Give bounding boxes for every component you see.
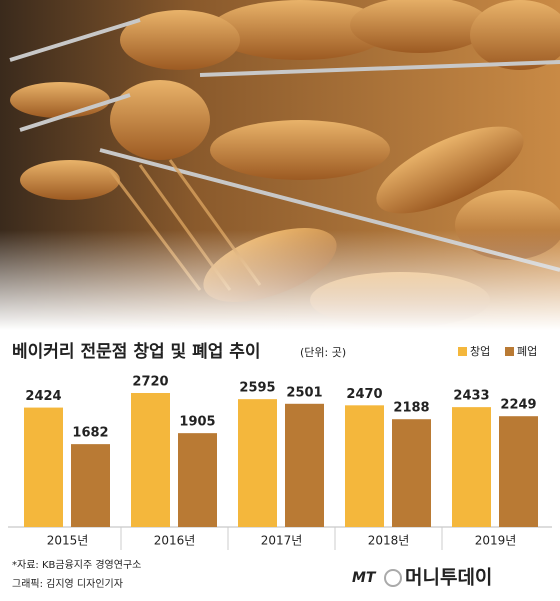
value-label: 1682 [72,426,108,441]
group-separators [120,527,443,550]
value-label: 2595 [239,381,275,396]
value-label: 2249 [500,398,536,413]
value-label: 2424 [25,389,61,404]
logo-name: 머니투데이 [405,567,492,589]
chart-title: 베이커리 전문점 창업 및 폐업 추이 [12,342,261,362]
bar [452,407,491,527]
legend-label: 폐업 [517,345,537,358]
logo-icon [384,569,402,587]
x-tick-label: 2015년 [47,534,89,548]
photo [0,0,560,330]
bar [178,433,217,527]
value-label: 1905 [179,415,215,430]
bar [24,407,63,527]
x-tick-label: 2019년 [475,534,517,548]
legend-swatch [458,347,467,356]
x-tick-label: 2016년 [154,534,196,548]
logo: MT 머니투데이 [352,567,492,589]
legend-swatch [505,347,514,356]
chart-subtitle: (단위: 곳) [300,346,346,359]
bar [131,393,170,527]
value-label: 2720 [132,375,168,390]
bar [285,403,324,527]
value-label: 2433 [453,389,489,404]
x-tick-label: 2018년 [368,534,410,548]
bar [392,419,431,527]
logo-mark: MT [352,570,377,586]
source-note: *자료: KB금융지주 경영연구소 [12,558,141,571]
value-label: 2188 [393,401,429,416]
bar [71,444,110,527]
value-label: 2501 [286,385,322,400]
bar [345,405,384,527]
bar [238,399,277,527]
credit-note: 그래픽: 김지영 디자인기자 [12,578,123,590]
legend-label: 창업 [470,345,490,358]
bar [499,416,538,527]
x-tick-label: 2017년 [261,534,303,548]
value-label: 2470 [346,387,382,402]
